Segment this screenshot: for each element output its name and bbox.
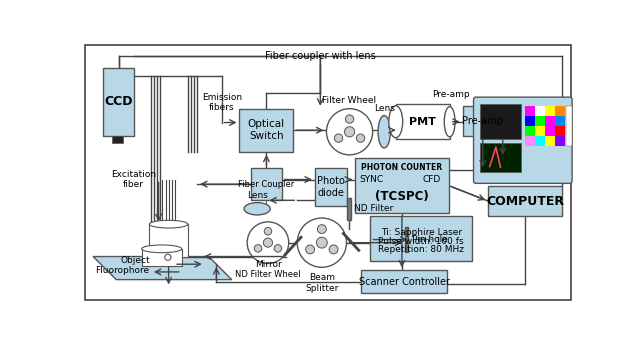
Text: Lens: Lens	[374, 104, 395, 113]
FancyBboxPatch shape	[481, 143, 520, 172]
Circle shape	[164, 254, 171, 261]
FancyBboxPatch shape	[488, 186, 562, 217]
Circle shape	[329, 245, 338, 254]
Text: Ti: Sapphire Laser: Ti: Sapphire Laser	[381, 228, 461, 237]
Text: PHOTON COUNTER: PHOTON COUNTER	[362, 163, 442, 172]
Circle shape	[264, 238, 273, 247]
FancyBboxPatch shape	[555, 106, 565, 116]
Ellipse shape	[389, 106, 403, 138]
Circle shape	[297, 218, 346, 267]
Text: Fluorophore: Fluorophore	[95, 266, 150, 275]
Circle shape	[326, 109, 372, 155]
FancyBboxPatch shape	[545, 125, 555, 136]
Ellipse shape	[141, 245, 182, 253]
Circle shape	[334, 134, 342, 142]
Polygon shape	[93, 256, 232, 280]
FancyBboxPatch shape	[361, 270, 447, 294]
FancyBboxPatch shape	[535, 125, 545, 136]
FancyBboxPatch shape	[141, 249, 182, 266]
FancyBboxPatch shape	[103, 68, 134, 136]
FancyBboxPatch shape	[404, 227, 408, 252]
FancyBboxPatch shape	[371, 217, 472, 261]
Text: Emission
fibers: Emission fibers	[202, 93, 242, 112]
Circle shape	[344, 127, 355, 137]
Text: CFD: CFD	[423, 175, 441, 184]
Text: Fiber coupler with lens: Fiber coupler with lens	[265, 51, 376, 61]
Circle shape	[274, 244, 282, 252]
FancyBboxPatch shape	[555, 136, 565, 146]
Text: Fiber Coupler: Fiber Coupler	[238, 180, 294, 189]
FancyBboxPatch shape	[474, 97, 572, 183]
Circle shape	[254, 244, 262, 252]
Text: Optical
Switch: Optical Switch	[248, 119, 285, 141]
Ellipse shape	[244, 203, 270, 215]
Text: Pre-amp: Pre-amp	[433, 90, 470, 100]
Circle shape	[306, 245, 314, 254]
FancyBboxPatch shape	[315, 168, 348, 206]
FancyBboxPatch shape	[525, 125, 535, 136]
Text: Repetition: 80 MHz: Repetition: 80 MHz	[378, 245, 464, 254]
Circle shape	[317, 225, 326, 234]
FancyBboxPatch shape	[525, 116, 535, 125]
FancyBboxPatch shape	[535, 106, 545, 116]
Text: Pulse width: 100 fs: Pulse width: 100 fs	[378, 237, 464, 246]
Ellipse shape	[149, 220, 188, 228]
FancyBboxPatch shape	[525, 106, 535, 116]
Text: SYNC: SYNC	[360, 175, 384, 184]
Text: ND Filter: ND Filter	[354, 204, 393, 213]
Ellipse shape	[378, 116, 390, 148]
Text: Pre-amp: Pre-amp	[462, 116, 503, 126]
Text: Object: Object	[120, 256, 150, 265]
Text: PMT: PMT	[409, 117, 436, 127]
Circle shape	[346, 115, 354, 123]
FancyBboxPatch shape	[535, 116, 545, 125]
Circle shape	[356, 134, 365, 142]
Circle shape	[316, 237, 327, 248]
Text: Pin hole: Pin hole	[412, 235, 447, 244]
FancyBboxPatch shape	[239, 109, 293, 152]
FancyBboxPatch shape	[481, 104, 520, 139]
FancyBboxPatch shape	[251, 168, 282, 200]
FancyBboxPatch shape	[396, 104, 450, 139]
FancyBboxPatch shape	[463, 106, 503, 136]
Circle shape	[247, 222, 289, 264]
FancyBboxPatch shape	[555, 116, 565, 125]
Ellipse shape	[444, 107, 455, 137]
FancyBboxPatch shape	[555, 125, 565, 136]
Text: Scanner Controller: Scanner Controller	[359, 277, 450, 287]
Text: COMPUTER: COMPUTER	[486, 195, 564, 208]
FancyBboxPatch shape	[525, 136, 535, 146]
Text: (TCSPC): (TCSPC)	[375, 190, 429, 203]
FancyBboxPatch shape	[149, 224, 188, 256]
Text: Beam
Splitter: Beam Splitter	[305, 273, 339, 293]
FancyBboxPatch shape	[535, 136, 545, 146]
Text: Lens: Lens	[247, 191, 268, 199]
Text: CCD: CCD	[104, 95, 133, 108]
FancyBboxPatch shape	[113, 136, 123, 143]
Text: Filter Wheel: Filter Wheel	[323, 96, 376, 105]
FancyBboxPatch shape	[545, 116, 555, 125]
Circle shape	[264, 227, 272, 235]
FancyBboxPatch shape	[566, 106, 572, 146]
Text: Photo
diode: Photo diode	[317, 176, 345, 198]
FancyBboxPatch shape	[545, 106, 555, 116]
FancyBboxPatch shape	[545, 136, 555, 146]
Text: ND Filter Wheel: ND Filter Wheel	[235, 270, 301, 279]
FancyBboxPatch shape	[355, 158, 449, 213]
Text: Excitation
fiber: Excitation fiber	[111, 170, 156, 189]
Text: Mirror: Mirror	[255, 260, 282, 269]
FancyBboxPatch shape	[347, 198, 351, 220]
